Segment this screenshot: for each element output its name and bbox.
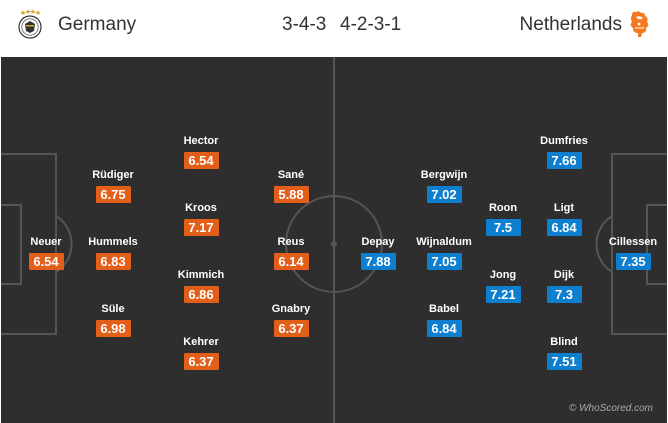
player-card-dumfries[interactable]: Dumfries 7.66 bbox=[534, 135, 594, 170]
player-card-jong[interactable]: Jong 7.21 bbox=[473, 269, 533, 304]
player-rating: 6.54 bbox=[183, 152, 219, 169]
player-card-roon[interactable]: Roon 7.5 bbox=[473, 202, 533, 237]
player-card-kimmich[interactable]: Kimmich 6.86 bbox=[171, 269, 231, 304]
player-card-dijk[interactable]: Dijk 7.3 bbox=[534, 269, 594, 304]
player-rating: 5.88 bbox=[273, 186, 309, 203]
player-name: Dijk bbox=[553, 269, 575, 281]
netherlands-lion-crest-icon bbox=[630, 11, 649, 37]
match-header: Germany 3-4-3 4-2-3-1 Netherlands bbox=[0, 0, 668, 52]
player-card-sane[interactable]: Sané 5.88 bbox=[261, 169, 321, 204]
player-rating: 6.37 bbox=[273, 320, 309, 337]
player-rating: 7.05 bbox=[426, 253, 462, 270]
player-card-rudiger[interactable]: Rüdiger 6.75 bbox=[83, 169, 143, 204]
player-rating: 7.21 bbox=[485, 286, 521, 303]
player-name: Kehrer bbox=[183, 336, 219, 348]
player-name: Roon bbox=[488, 202, 518, 214]
player-rating: 6.37 bbox=[183, 353, 219, 370]
player-rating: 7.5 bbox=[485, 219, 521, 236]
player-card-depay[interactable]: Depay 7.88 bbox=[348, 236, 408, 271]
player-rating: 7.66 bbox=[546, 152, 582, 169]
player-name: Süle bbox=[101, 303, 125, 315]
player-rating: 6.84 bbox=[546, 219, 582, 236]
player-name: Bergwijn bbox=[420, 169, 468, 181]
player-rating: 7.02 bbox=[426, 186, 462, 203]
player-rating: 6.54 bbox=[28, 253, 64, 270]
player-name: Kimmich bbox=[177, 269, 225, 281]
player-card-bergwijn[interactable]: Bergwijn 7.02 bbox=[414, 169, 474, 204]
player-card-hector[interactable]: Hector 6.54 bbox=[171, 135, 231, 170]
player-name: Gnabry bbox=[271, 303, 311, 315]
player-rating: 6.14 bbox=[273, 253, 309, 270]
player-rating: 7.51 bbox=[546, 353, 582, 370]
player-card-ligt[interactable]: Ligt 6.84 bbox=[534, 202, 594, 237]
player-rating: 7.3 bbox=[546, 286, 582, 303]
player-rating: 6.98 bbox=[95, 320, 131, 337]
player-name: Cillessen bbox=[608, 236, 658, 248]
player-name: Babel bbox=[429, 303, 459, 315]
player-card-babel[interactable]: Babel 6.84 bbox=[414, 303, 474, 338]
player-card-sule[interactable]: Süle 6.98 bbox=[83, 303, 143, 338]
player-rating: 6.83 bbox=[95, 253, 131, 270]
player-card-gnabry[interactable]: Gnabry 6.37 bbox=[261, 303, 321, 338]
player-card-reus[interactable]: Reus 6.14 bbox=[261, 236, 321, 271]
player-name: Depay bbox=[361, 236, 395, 248]
player-card-cillessen[interactable]: Cillessen 7.35 bbox=[603, 236, 663, 271]
player-rating: 7.88 bbox=[360, 253, 396, 270]
player-name: Dumfries bbox=[540, 135, 588, 147]
player-card-kehrer[interactable]: Kehrer 6.37 bbox=[171, 336, 231, 371]
away-team-name: Netherlands bbox=[519, 14, 622, 35]
player-card-neuer[interactable]: Neuer 6.54 bbox=[16, 236, 76, 271]
player-name: Hummels bbox=[88, 236, 138, 248]
pitch-markings bbox=[1, 57, 667, 423]
pitch: Neuer 6.54 Rüdiger 6.75 Hummels 6.83 Sül… bbox=[1, 57, 667, 423]
player-rating: 7.17 bbox=[183, 219, 219, 236]
player-name: Reus bbox=[277, 236, 305, 248]
home-formation: 3-4-3 bbox=[282, 14, 327, 35]
player-card-wijnaldum[interactable]: Wijnaldum 7.05 bbox=[414, 236, 474, 271]
home-team-name: Germany bbox=[58, 14, 137, 35]
player-rating: 6.86 bbox=[183, 286, 219, 303]
player-rating: 6.84 bbox=[426, 320, 462, 337]
player-name: Kroos bbox=[185, 202, 217, 214]
player-card-kroos[interactable]: Kroos 7.17 bbox=[171, 202, 231, 237]
player-rating: 7.35 bbox=[615, 253, 651, 270]
player-name: Wijnaldum bbox=[416, 236, 472, 248]
player-rating: 6.75 bbox=[95, 186, 131, 203]
player-name: Ligt bbox=[553, 202, 575, 214]
germany-crest-icon bbox=[18, 9, 42, 39]
player-name: Neuer bbox=[30, 236, 62, 248]
whoscored-watermark: © WhoScored.com bbox=[568, 403, 653, 414]
player-card-hummels[interactable]: Hummels 6.83 bbox=[83, 236, 143, 271]
player-name: Sané bbox=[277, 169, 305, 181]
player-name: Rüdiger bbox=[92, 169, 134, 181]
player-name: Blind bbox=[550, 336, 578, 348]
away-formation: 4-2-3-1 bbox=[340, 14, 402, 35]
player-name: Jong bbox=[489, 269, 517, 281]
player-card-blind[interactable]: Blind 7.51 bbox=[534, 336, 594, 371]
player-name: Hector bbox=[183, 135, 219, 147]
